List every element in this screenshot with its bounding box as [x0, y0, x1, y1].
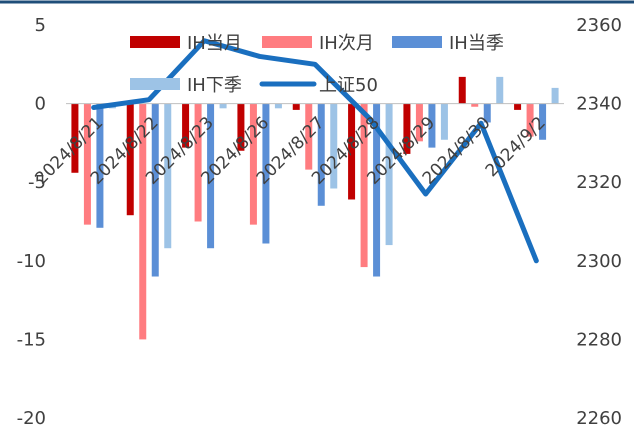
bar	[385, 103, 393, 246]
bar	[219, 103, 227, 109]
bar	[305, 103, 313, 170]
bar	[237, 103, 245, 151]
bar	[330, 103, 338, 189]
bar	[440, 103, 448, 140]
bar	[182, 103, 190, 148]
bar	[551, 87, 559, 104]
bar	[151, 103, 159, 277]
right-tick-label: 2340	[576, 94, 622, 115]
legend-swatch	[262, 36, 312, 48]
bar	[458, 76, 466, 104]
left-tick-label: -10	[17, 251, 46, 272]
bar	[83, 103, 91, 225]
bar	[262, 103, 270, 244]
bar	[483, 103, 491, 123]
bar	[373, 103, 381, 277]
left-tick-label: -15	[17, 329, 46, 350]
bar	[292, 103, 300, 110]
bar	[348, 103, 356, 200]
bar	[126, 103, 134, 216]
left-tick-label: -20	[17, 408, 46, 429]
bar	[471, 103, 479, 107]
legend: IH当月 IH次月 IH当季 IH下季 上证50	[130, 33, 504, 96]
legend-label: IH下季	[187, 75, 242, 96]
bar	[428, 103, 436, 148]
legend-label: IH当季	[449, 33, 504, 54]
right-tick-label: 2280	[576, 329, 622, 350]
legend-label: IH次月	[319, 33, 374, 54]
right-tick-label: 2300	[576, 251, 622, 272]
bar	[194, 103, 202, 222]
bar	[317, 103, 325, 206]
bar	[164, 103, 172, 249]
bar	[415, 103, 423, 142]
bar	[526, 103, 534, 137]
bar	[207, 103, 215, 249]
right-tick-label: 2360	[576, 15, 622, 36]
x-axis: 2024/8/212024/8/222024/8/232024/8/262024…	[31, 113, 549, 189]
right-axis: 2360 2340 2320 2300 2280 2260	[576, 15, 622, 429]
left-tick-label: 0	[35, 94, 46, 115]
legend-swatch	[130, 78, 180, 90]
left-tick-label: 5	[35, 15, 46, 36]
bar	[496, 76, 504, 104]
legend-swatch	[130, 36, 180, 48]
left-tick-label: -5	[28, 172, 46, 193]
legend-swatch	[392, 36, 442, 48]
bar	[139, 103, 147, 340]
bar	[249, 103, 257, 225]
bar	[514, 103, 522, 110]
legend-label: IH当月	[187, 33, 242, 54]
legend-label: 上证50	[319, 75, 378, 96]
bar	[274, 103, 282, 109]
bar	[539, 103, 547, 140]
right-tick-label: 2260	[576, 408, 622, 429]
bars	[71, 76, 559, 340]
bar	[96, 103, 104, 228]
bar	[403, 103, 411, 154]
left-axis: 5 0 -5 -10 -15 -20	[17, 15, 46, 429]
bar	[71, 103, 79, 173]
bar	[360, 103, 368, 268]
right-tick-label: 2320	[576, 172, 622, 193]
